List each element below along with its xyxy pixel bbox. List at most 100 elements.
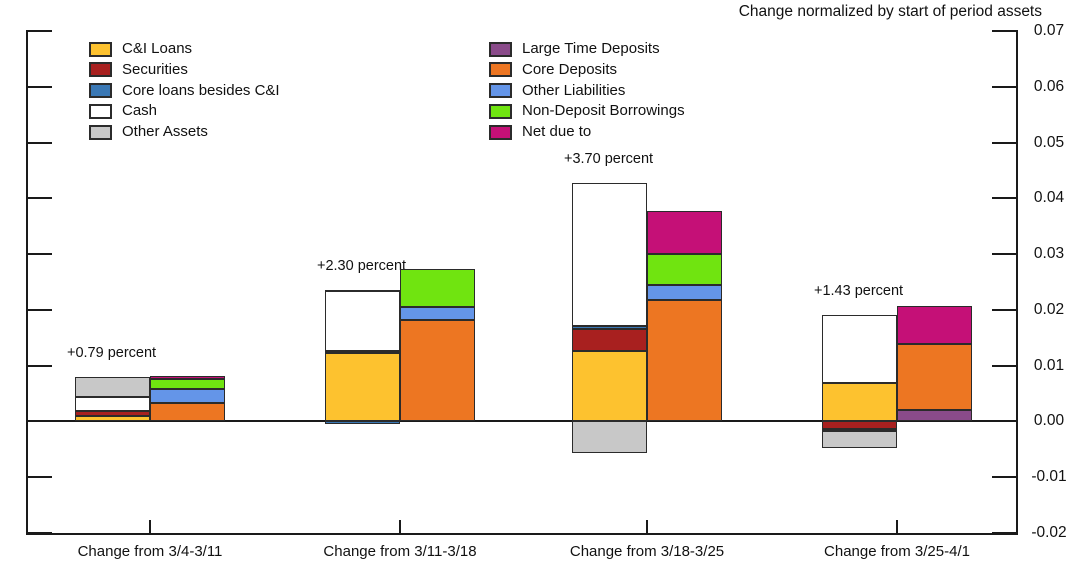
bar-segment-c-i-loans — [572, 351, 647, 422]
legend-swatch — [489, 103, 512, 119]
bar-segment-c-i-loans — [822, 382, 897, 422]
y-tick-label: 0.03 — [1033, 245, 1065, 263]
legend-item: Other Liabilities — [489, 81, 626, 99]
bar-segment-cash — [822, 315, 897, 383]
x-tick-mark — [646, 520, 648, 533]
total-change-annotation: +3.70 percent — [564, 151, 654, 168]
bar-segment-core-deposits — [647, 299, 722, 422]
bar-segment-c-i-loans — [325, 353, 400, 422]
legend-item: Core Deposits — [489, 60, 618, 78]
legend-item: Net due to — [489, 124, 591, 140]
y-tick-mark-left — [26, 30, 52, 32]
legend-item: Securities — [89, 60, 188, 78]
y-tick-label: 0.04 — [1033, 189, 1065, 207]
legend-label: Core loans besides C&I — [122, 81, 280, 99]
bar-segment-other-assets — [572, 421, 647, 454]
bar-segment-other-liabilities — [150, 388, 225, 404]
bar-segment-core-loans-besides-c-i — [822, 429, 897, 432]
legend-swatch — [489, 41, 512, 57]
bar-segment-non-deposit-borrowings — [400, 268, 475, 307]
y-tick-mark-right — [992, 141, 1018, 144]
bar-segment-securities — [75, 410, 150, 416]
legend-item: Cash — [89, 102, 158, 120]
bar-segment-net-due-to — [647, 210, 722, 255]
y-tick-mark-right — [992, 364, 1018, 367]
legend-label: Other Assets — [122, 123, 208, 141]
bar-segment-non-deposit-borrowings — [150, 379, 225, 389]
bar-segment-cash — [572, 183, 647, 327]
legend-swatch — [89, 62, 112, 78]
legend-item: C&I Loans — [89, 40, 193, 57]
bar-segment-other-assets — [822, 431, 897, 448]
legend-swatch — [89, 124, 112, 140]
bar-segment-other-assets — [75, 377, 150, 398]
bar-segment-securities — [572, 329, 647, 352]
y-tick-mark-left — [26, 308, 52, 311]
x-axis-label: Change from 3/4-3/11 — [77, 543, 223, 560]
total-change-annotation: +2.30 percent — [317, 257, 407, 274]
y-tick-mark-left — [26, 253, 52, 256]
bar-segment-net-due-to — [150, 376, 225, 380]
x-tick-mark — [399, 520, 401, 533]
y-tick-label: 0.01 — [1033, 356, 1065, 374]
zero-line — [26, 420, 1018, 423]
x-axis-label: Change from 3/11-3/18 — [323, 543, 477, 560]
bar-segment-non-deposit-borrowings — [647, 254, 722, 285]
bar-segment-core-loans-besides-c-i — [572, 326, 647, 330]
x-tick-mark — [896, 520, 898, 533]
y-tick-mark-right — [992, 308, 1018, 311]
legend-label: Large Time Deposits — [522, 40, 660, 57]
legend-item: Non-Deposit Borrowings — [489, 102, 685, 120]
legend-swatch — [89, 83, 112, 99]
y-tick-label: 0.06 — [1033, 77, 1065, 95]
y-tick-label: 0.07 — [1033, 22, 1065, 39]
bottom-axis-spine — [26, 533, 1018, 535]
bar-segment-cash — [75, 397, 150, 411]
total-change-annotation: +0.79 percent — [67, 345, 157, 362]
total-change-annotation: +1.43 percent — [814, 283, 904, 300]
legend-item: Other Assets — [89, 123, 208, 141]
x-axis-label: Change from 3/25-4/1 — [824, 543, 970, 560]
bar-segment-cash — [325, 291, 400, 351]
bar-segment-core-deposits — [150, 403, 225, 422]
y-tick-mark-left — [26, 85, 52, 88]
bar-segment-core-deposits — [897, 344, 972, 411]
y-tick-mark-right — [992, 532, 1018, 534]
legend-item: Core loans besides C&I — [89, 81, 280, 99]
legend-item: Large Time Deposits — [489, 40, 660, 57]
y-tick-label: -0.02 — [1031, 524, 1067, 541]
legend-swatch — [89, 41, 112, 57]
bar-segment-other-liabilities — [400, 306, 475, 321]
legend-label: Cash — [122, 102, 158, 120]
legend-label: Other Liabilities — [522, 81, 626, 99]
y-tick-mark-right — [992, 476, 1018, 479]
legend-swatch — [89, 103, 112, 119]
y-tick-mark-left — [26, 197, 52, 200]
legend-label: Securities — [122, 60, 188, 78]
bar-segment-net-due-to — [897, 305, 972, 345]
y-tick-mark-right — [992, 85, 1018, 88]
legend-label: Non-Deposit Borrowings — [522, 102, 685, 120]
y-tick-label: 0.05 — [1033, 133, 1065, 151]
bar-segment-c-i-loans — [75, 415, 150, 422]
legend-swatch — [489, 62, 512, 78]
y-tick-label: 0.00 — [1033, 412, 1065, 430]
bar-segment-core-deposits — [400, 320, 475, 422]
legend-swatch — [489, 83, 512, 99]
y-tick-mark-left — [26, 532, 52, 534]
left-axis-spine — [26, 31, 28, 535]
y-tick-mark-right — [992, 30, 1018, 32]
legend-label: C&I Loans — [122, 40, 193, 57]
chart-title: Change normalized by start of period ass… — [738, 3, 1042, 20]
y-tick-mark-right — [992, 253, 1018, 256]
right-axis-spine — [1016, 31, 1018, 535]
y-tick-mark-left — [26, 141, 52, 144]
bar-segment-core-loans-besides-c-i — [325, 421, 400, 425]
legend-label: Core Deposits — [522, 60, 618, 78]
x-axis-label: Change from 3/18-3/25 — [569, 543, 725, 560]
bar-segment-securities — [822, 421, 897, 430]
bar-segment-other-liabilities — [647, 284, 722, 300]
bar-segment-securities — [325, 350, 400, 354]
y-tick-label: -0.01 — [1031, 468, 1067, 486]
